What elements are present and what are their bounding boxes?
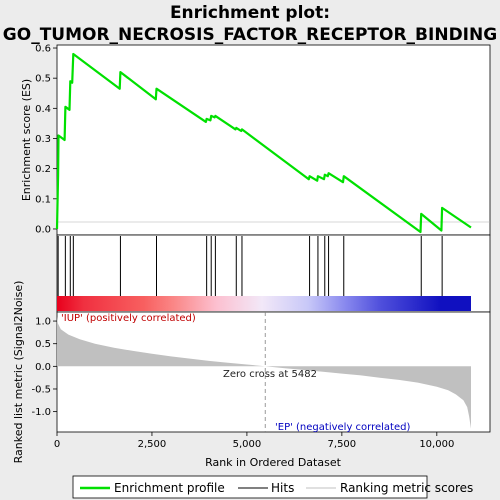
ranking-metric-area <box>57 316 471 429</box>
legend-box <box>72 475 428 499</box>
legend-label-hits: Hits <box>271 481 294 495</box>
x-axis-label: Rank in Ordered Dataset <box>205 456 342 469</box>
plot-title-line2: GO_TUMOR_NECROSIS_FACTOR_RECEPTOR_BINDIN… <box>3 25 497 45</box>
plot-title-line1: Enrichment plot: <box>170 3 330 23</box>
es-y-ticks: 0.0 0.1 0.2 0.3 0.4 0.5 0.6 <box>35 44 57 235</box>
metric-y-tick-label: 0.5 <box>35 339 51 350</box>
es-y-tick-label: 0.6 <box>35 44 51 55</box>
x-tick-label: 7,500 <box>328 439 357 450</box>
es-y-tick-label: 0.5 <box>35 74 51 85</box>
metric-y-tick-label: -1.0 <box>31 407 51 418</box>
hit-lines <box>57 236 443 296</box>
metric-y-tick-label: -0.5 <box>31 384 51 395</box>
metric-y-axis-label: Ranked list metric (Signal2Noise) <box>12 281 25 464</box>
zero-cross-label: Zero cross at 5482 <box>223 369 317 380</box>
hits-panel <box>56 234 491 313</box>
es-y-tick-label: 0.0 <box>35 224 51 235</box>
legend-item-ranking-metric-scores: Ranking metric scores <box>306 481 473 495</box>
x-tick-label: 5,000 <box>233 439 262 450</box>
ranking-color-band <box>57 296 471 311</box>
es-y-tick-label: 0.1 <box>35 194 51 205</box>
legend: Enrichment profile Hits Ranking metric s… <box>72 475 473 499</box>
x-tick-label: 0 <box>54 439 60 450</box>
legend-item-hits: Hits <box>238 481 294 495</box>
legend-label-ranking-metric: Ranking metric scores <box>340 481 473 495</box>
es-panel: 0.0 0.1 0.2 0.3 0.4 0.5 0.6 Enrichment score (… <box>20 44 491 236</box>
x-tick-label: 10,000 <box>419 439 454 450</box>
x-tick-label: 2,500 <box>138 439 167 450</box>
metric-y-ticks: -1.0 -0.5 0.0 0.5 1.0 <box>31 317 57 418</box>
legend-label-enrichment-profile: Enrichment profile <box>114 481 225 495</box>
es-y-tick-label: 0.2 <box>35 164 51 175</box>
es-y-axis-label: Enrichment score (ES) <box>20 79 33 201</box>
metric-y-tick-label: 0.0 <box>35 362 51 373</box>
positive-correlation-label: 'IUP' (positively correlated) <box>61 313 196 324</box>
es-y-tick-label: 0.4 <box>35 104 51 115</box>
es-y-tick-label: 0.3 <box>35 134 51 145</box>
negative-correlation-label: 'EP' (negatively correlated) <box>275 422 410 433</box>
metric-y-tick-label: 1.0 <box>35 317 51 328</box>
metric-x-ticks: 0 2,500 5,000 7,500 10,000 <box>54 432 454 450</box>
es-plot-area <box>56 44 491 236</box>
metric-panel: -1.0 -0.5 0.0 0.5 1.0 0 2,500 5,000 7,500 10,000… <box>12 281 491 469</box>
legend-item-enrichment-profile: Enrichment profile <box>80 481 225 495</box>
enrichment-profile-line <box>55 52 472 234</box>
